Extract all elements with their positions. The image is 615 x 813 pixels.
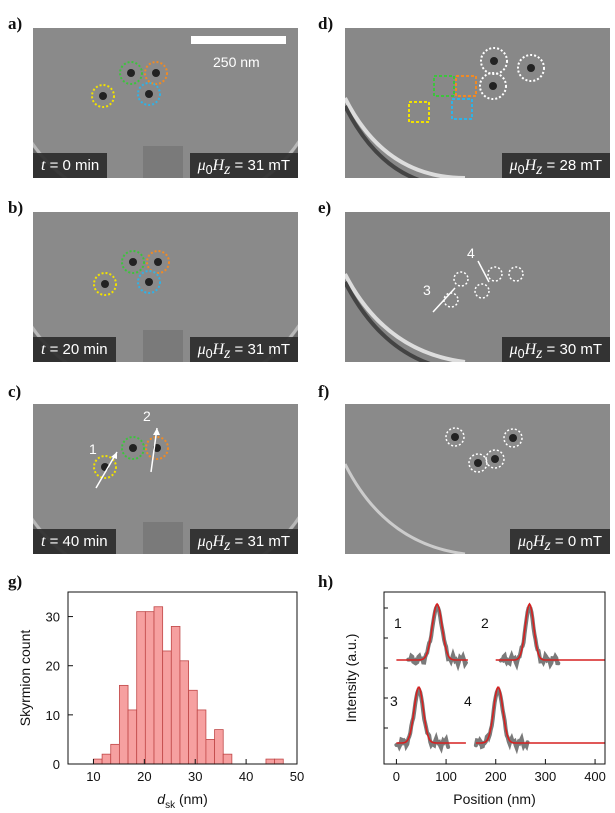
- square-blue: [451, 98, 473, 120]
- histogram-bar: [118, 684, 129, 765]
- histogram-bar: [214, 729, 224, 765]
- field-label-d: μ0Hz = 28 mT: [501, 153, 610, 178]
- circle-orange: [144, 61, 168, 85]
- histogram-chart: 10 20 30 40 50 0 10 20 30 dsk (nm) Skyrmion count: [17, 591, 304, 811]
- profile-label-1: 1: [394, 615, 402, 631]
- arrow-1: [95, 451, 118, 489]
- field-label-e: μ0Hz = 30 mT: [501, 337, 610, 362]
- histogram-bar: [127, 709, 138, 765]
- square-orange: [455, 75, 477, 97]
- circle-orange: [145, 436, 169, 460]
- histogram-bar: [162, 650, 172, 765]
- micrograph-c-image: [33, 404, 298, 554]
- profile-fit-3: [396, 686, 466, 744]
- panel-letter-d: d): [318, 14, 334, 33]
- x-tick-label: 0: [393, 769, 400, 784]
- profile-fit-2: [495, 602, 605, 661]
- profile-fit-4: [475, 686, 605, 744]
- histogram-bar: [205, 739, 215, 765]
- panel-letter-c: c): [8, 382, 22, 401]
- x-tick-label: 300: [535, 769, 557, 784]
- histogram-bar: [265, 758, 276, 765]
- field-label-f: μ0Hz = 0 mT: [509, 529, 610, 554]
- micrograph-e: 3 4 μ0Hz = 30 mT: [345, 212, 610, 362]
- profile-label-4: 4: [464, 693, 472, 709]
- time-label-a: t = 0 min: [33, 153, 108, 178]
- histogram-bar: [196, 709, 207, 765]
- field-label-b: μ0Hz = 31 mT: [189, 337, 298, 362]
- x-tick-label: 10: [86, 769, 100, 784]
- circle-green: [119, 61, 143, 85]
- plot-frame: [383, 591, 606, 765]
- scalebar-label: 250 nm: [213, 54, 260, 70]
- profile-label-2: 2: [481, 615, 489, 631]
- profile-label-3: 3: [390, 693, 398, 709]
- x-tick-label: 50: [290, 769, 304, 784]
- y-tick-label: 10: [46, 708, 60, 723]
- panel-letter-e: e): [318, 198, 332, 217]
- y-axis-label: Skyrmion count: [17, 630, 33, 727]
- field-label-c: μ0Hz = 31 mT: [189, 529, 298, 554]
- time-label-c: t = 40 min: [33, 529, 116, 554]
- panel-letter-f: f): [318, 382, 330, 401]
- histogram-bar: [144, 611, 155, 765]
- x-tick-label: 100: [435, 769, 457, 784]
- panel-letter-g: g): [8, 572, 23, 591]
- circle-blue: [137, 82, 161, 106]
- circle-yellow: [91, 84, 115, 108]
- y-tick-label: 0: [53, 757, 60, 772]
- x-axis-label: dsk (nm): [157, 791, 207, 811]
- histogram-bar: [93, 758, 103, 765]
- histogram-bar: [170, 626, 181, 765]
- micrograph-d: μ0Hz = 28 mT: [345, 28, 610, 178]
- micrograph-a: 250 nm t = 0 min μ0Hz = 31 mT: [33, 28, 298, 178]
- arrow-3: [432, 287, 456, 313]
- arrow-label-1: 1: [89, 441, 97, 457]
- histogram-bar: [101, 753, 112, 765]
- plot-frame: [67, 591, 298, 765]
- panel-letter-a: a): [8, 14, 23, 33]
- arrow-2: [150, 427, 158, 473]
- histogram-bar: [188, 689, 198, 765]
- histogram-bar: [110, 743, 120, 765]
- x-axis-label: Position (nm): [453, 791, 535, 807]
- panel-letter-b: b): [8, 198, 24, 217]
- micrograph-c: 1 2 t = 40 min μ0Hz = 31 mT: [33, 404, 298, 554]
- x-tick-label: 400: [584, 769, 606, 784]
- scalebar: [191, 36, 286, 44]
- x-tick-label: 30: [188, 769, 202, 784]
- micrograph-f: μ0Hz = 0 mT: [345, 404, 610, 554]
- circle-green: [121, 250, 145, 274]
- x-tick-label: 20: [137, 769, 151, 784]
- profile-data-1: [406, 603, 468, 672]
- circle-orange: [146, 250, 170, 274]
- square-green: [433, 75, 455, 97]
- arrow-label-3: 3: [423, 282, 431, 298]
- histogram-bar: [222, 753, 233, 765]
- circle-blue: [137, 270, 161, 294]
- arrow-label-2: 2: [143, 408, 151, 424]
- y-tick-label: 20: [46, 659, 60, 674]
- histogram-bar: [153, 606, 164, 765]
- x-tick-label: 200: [485, 769, 507, 784]
- arrow-label-4: 4: [467, 245, 475, 261]
- profile-fit-1: [396, 602, 468, 661]
- circle-yellow: [93, 455, 117, 479]
- circle-yellow: [93, 272, 117, 296]
- profile-data-2: [498, 603, 561, 671]
- square-yellow: [408, 101, 430, 123]
- x-tick-label: 40: [239, 769, 253, 784]
- field-label-a: μ0Hz = 31 mT: [189, 153, 298, 178]
- circle-green: [121, 436, 145, 460]
- histogram-bar: [136, 611, 146, 765]
- profile-chart: 1 2 3 4 0 100 200 300 400 Position (nm) Intensity …: [343, 591, 606, 807]
- arrow-4: [477, 260, 490, 283]
- y-tick-label: 30: [46, 610, 60, 625]
- histogram-bar: [179, 660, 190, 765]
- panel-letter-h: h): [318, 572, 334, 591]
- y-axis-label: Intensity (a.u.): [343, 634, 359, 723]
- time-label-b: t = 20 min: [33, 337, 116, 362]
- micrograph-b: t = 20 min μ0Hz = 31 mT: [33, 212, 298, 362]
- histogram-bar: [274, 758, 284, 765]
